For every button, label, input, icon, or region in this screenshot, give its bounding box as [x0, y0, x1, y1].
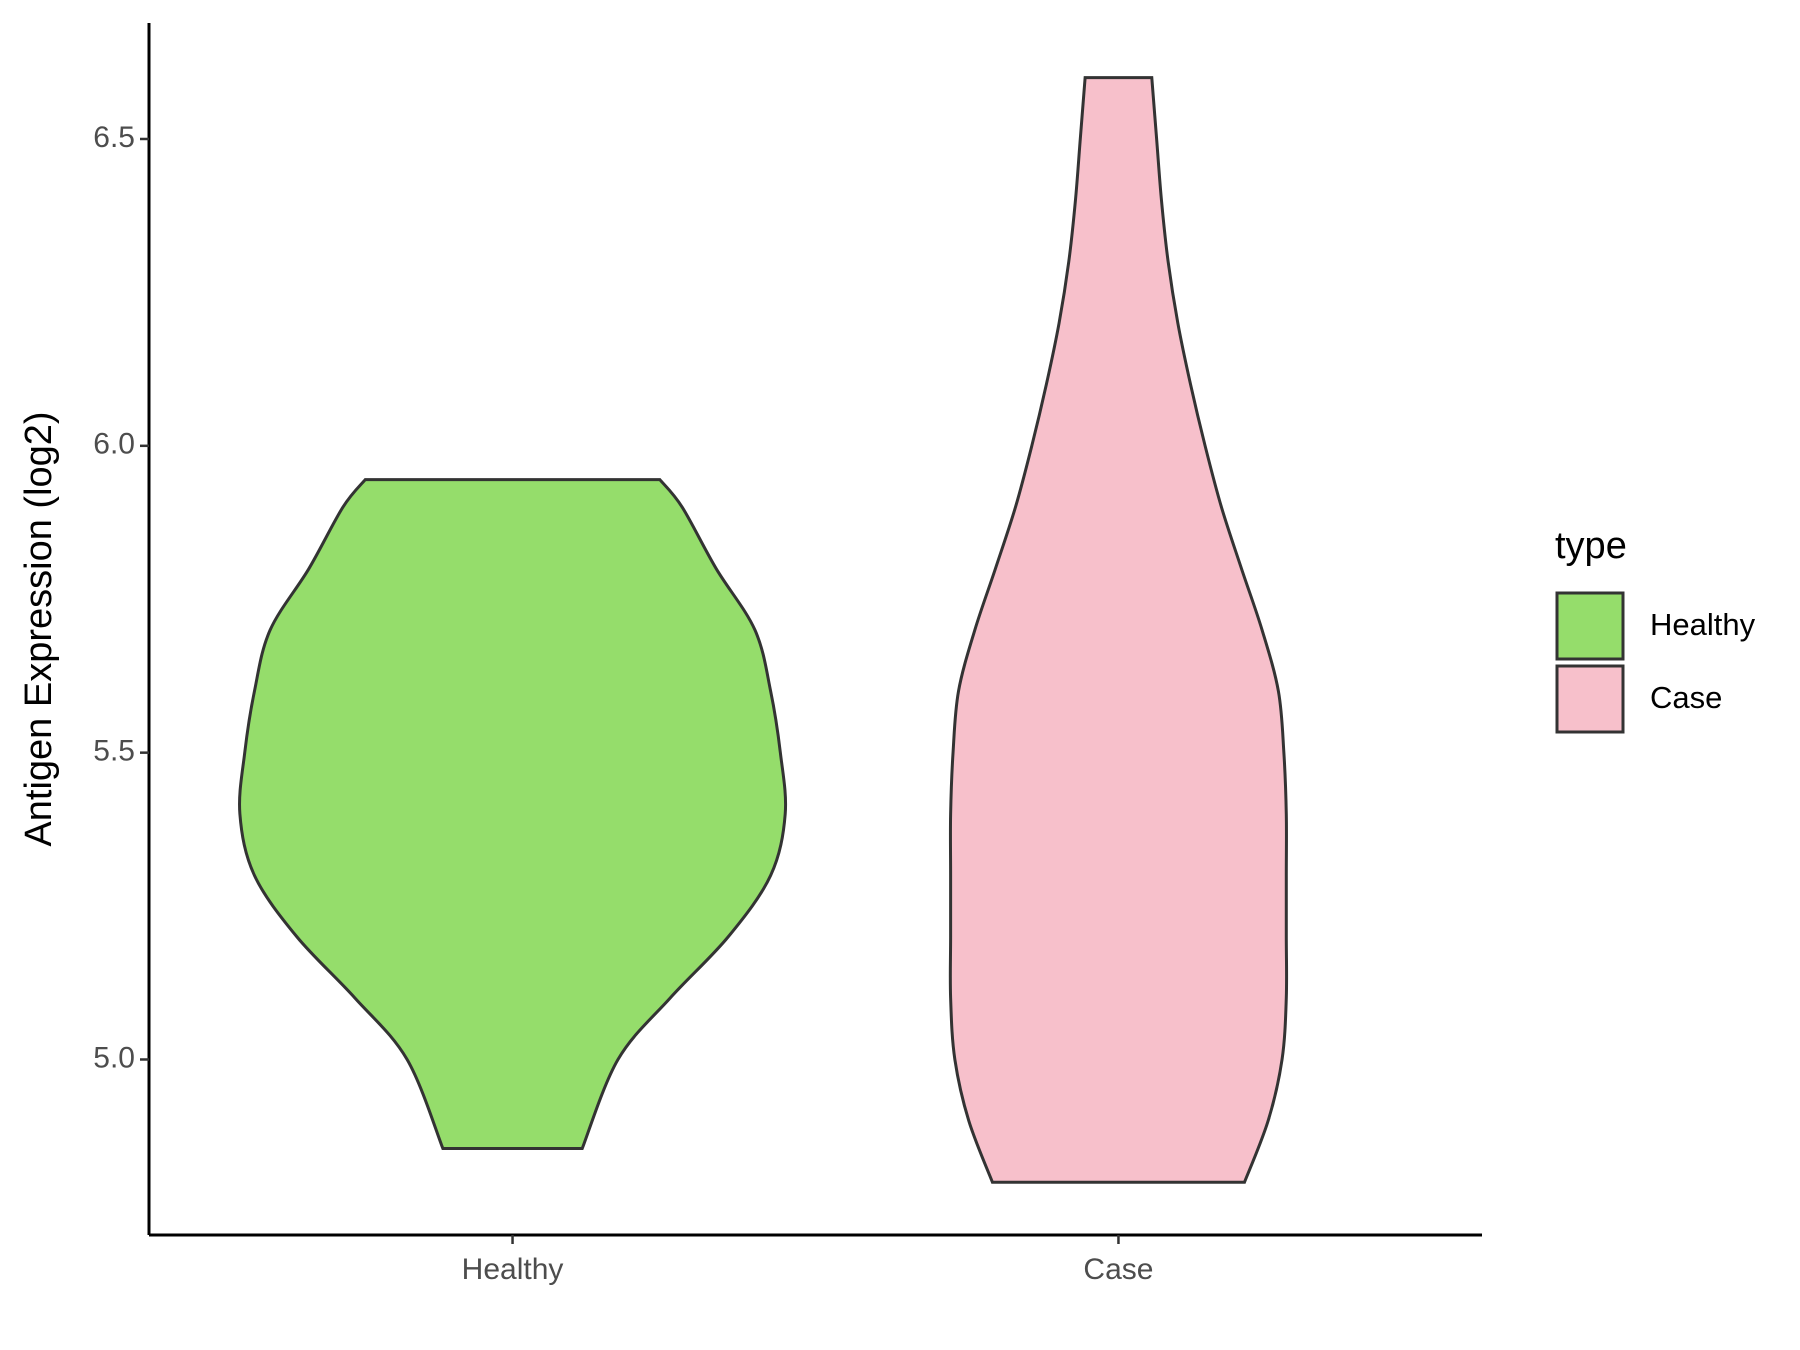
y-tick-label: 5.5 — [93, 735, 135, 768]
legend-title: type — [1555, 525, 1627, 567]
violin — [948, 76, 1289, 1184]
violin — [238, 478, 788, 1150]
y-tick-label: 6.0 — [93, 428, 135, 461]
x-tick-label: Healthy — [462, 1253, 564, 1286]
x-tick-label: Case — [1083, 1253, 1153, 1286]
y-tick-label: 6.5 — [93, 121, 135, 154]
legend-label: Healthy — [1650, 607, 1756, 642]
legend-label: Case — [1650, 680, 1722, 715]
y-tick-label: 5.0 — [93, 1041, 135, 1074]
legend-key — [1555, 664, 1625, 734]
y-axis-title: Antigen Expression (log2) — [18, 411, 60, 846]
legend-key — [1555, 591, 1625, 661]
